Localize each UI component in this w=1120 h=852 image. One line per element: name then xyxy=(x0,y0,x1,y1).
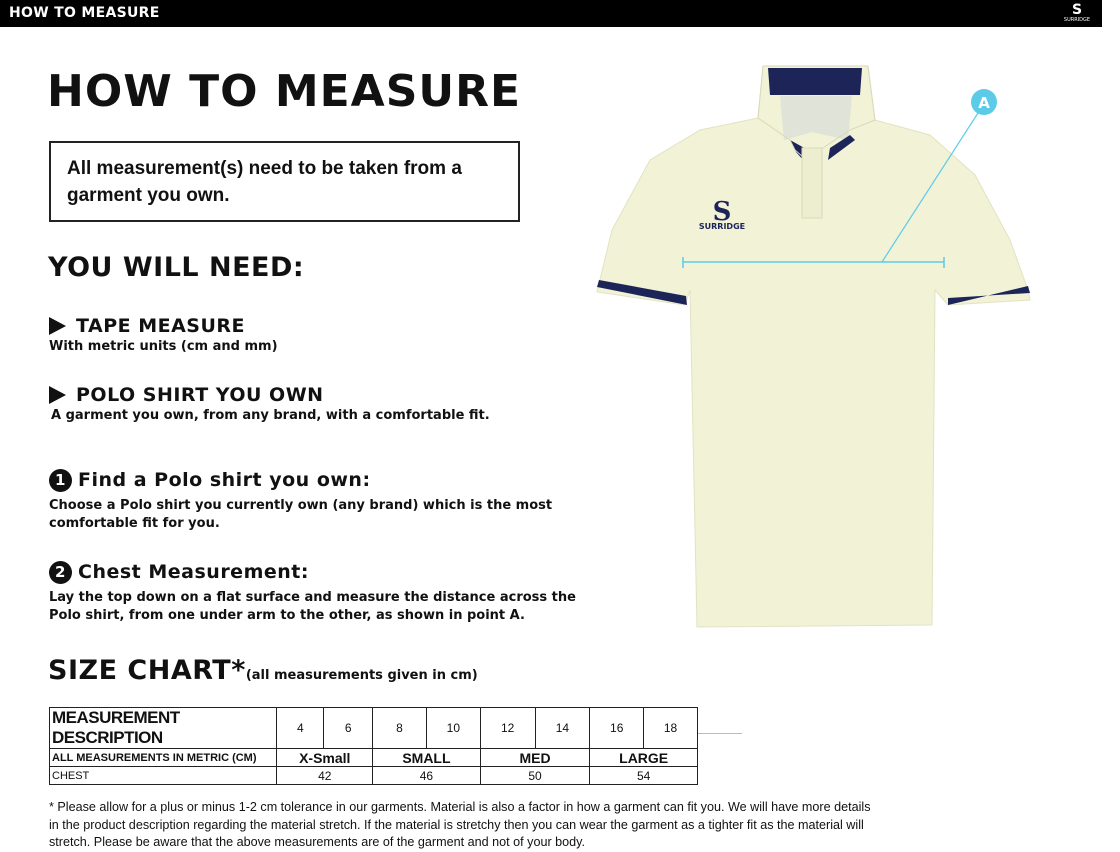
shirt-illustration: S SURRIDGE xyxy=(596,65,1031,628)
point-a-label: A xyxy=(978,94,990,112)
size-chart-table: MEASUREMENT DESCRIPTION 4 6 8 10 12 14 1… xyxy=(48,707,698,785)
header-title: HOW TO MEASURE xyxy=(9,5,160,21)
number-1-icon: 1 xyxy=(49,469,72,492)
size-chart-heading: SIZE CHART*(all measurements given in cm… xyxy=(48,655,478,686)
footnote: * Please allow for a plus or minus 1-2 c… xyxy=(49,800,871,849)
step-2: 2 Chest Measurement: Lay the top down on … xyxy=(49,561,576,623)
header-bar: HOW TO MEASURE S SURRIDGE xyxy=(0,0,1102,27)
shirt-logo-text: SURRIDGE xyxy=(699,222,745,231)
brand-logo: S SURRIDGE xyxy=(1063,2,1091,23)
need-item-tape: TAPE MEASURE With metric units (cm and m… xyxy=(49,315,278,354)
triangle-bullet-icon xyxy=(49,386,66,404)
shirt-logo-mark: S xyxy=(713,197,732,227)
table-row: ALL MEASUREMENTS IN METRIC (CM) X-Small … xyxy=(48,748,698,767)
page-title: HOW TO MEASURE xyxy=(47,66,522,117)
note-text: All measurement(s) need to be taken from… xyxy=(67,158,462,206)
divider xyxy=(698,733,742,734)
number-2-icon: 2 xyxy=(49,561,72,584)
step-1: 1 Find a Polo shirt you own: Choose a Pol… xyxy=(49,469,553,531)
table-row: CHEST 42 46 50 54 xyxy=(48,766,698,785)
you-will-need-heading: YOU WILL NEED: xyxy=(48,252,305,283)
need-item-polo: POLO SHIRT YOU OWN A garment you own, fr… xyxy=(49,384,490,423)
table-row: MEASUREMENT DESCRIPTION 4 6 8 10 12 14 1… xyxy=(48,707,698,749)
triangle-bullet-icon xyxy=(49,317,66,335)
measurement-line-a: A xyxy=(682,89,997,268)
note-box: All measurement(s) need to be taken from… xyxy=(49,141,520,222)
